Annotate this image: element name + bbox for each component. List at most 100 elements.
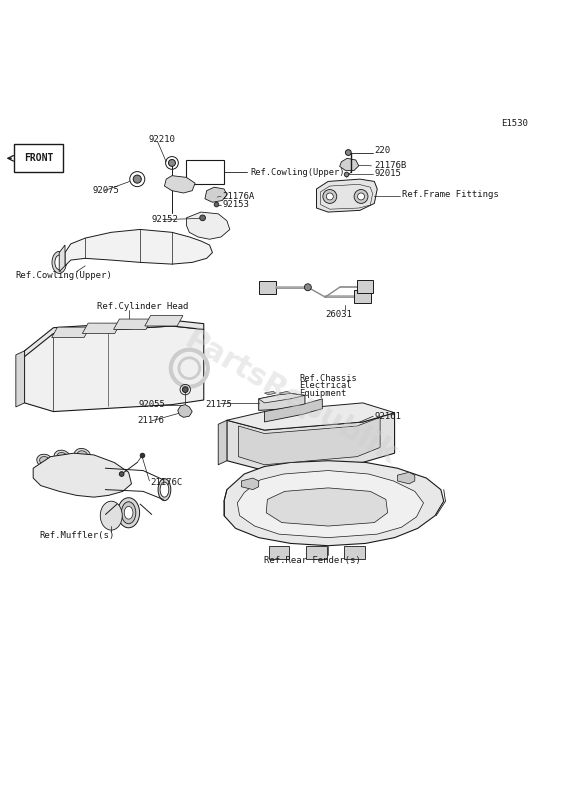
Ellipse shape: [74, 449, 90, 462]
Polygon shape: [227, 413, 394, 470]
Ellipse shape: [94, 361, 115, 378]
Text: Ref.Cylinder Head: Ref.Cylinder Head: [97, 302, 188, 311]
Ellipse shape: [211, 191, 222, 198]
Polygon shape: [237, 470, 424, 538]
Polygon shape: [218, 420, 227, 465]
Ellipse shape: [167, 352, 189, 370]
Ellipse shape: [124, 506, 133, 519]
Ellipse shape: [130, 357, 152, 374]
Circle shape: [119, 472, 124, 476]
Text: 21176A: 21176A: [223, 192, 254, 201]
Ellipse shape: [57, 453, 67, 461]
Text: 92161: 92161: [374, 412, 401, 421]
Ellipse shape: [295, 432, 309, 442]
Circle shape: [346, 150, 351, 155]
Ellipse shape: [117, 498, 139, 528]
Bar: [14, 145, 63, 172]
Ellipse shape: [77, 450, 88, 459]
Circle shape: [168, 159, 175, 166]
Circle shape: [354, 190, 368, 203]
Text: FRONT: FRONT: [24, 154, 53, 163]
Polygon shape: [340, 158, 358, 170]
Text: Equipment: Equipment: [299, 389, 346, 398]
Ellipse shape: [57, 366, 79, 382]
Text: 220: 220: [374, 146, 390, 154]
Polygon shape: [83, 323, 120, 334]
Text: Ref.Rear Fender(s): Ref.Rear Fender(s): [264, 556, 361, 566]
Polygon shape: [259, 393, 305, 410]
Text: Ref.Cowling(Upper): Ref.Cowling(Upper): [250, 168, 345, 177]
Text: Electrical: Electrical: [299, 381, 352, 390]
Circle shape: [357, 193, 364, 200]
Ellipse shape: [62, 369, 74, 379]
Bar: [360, 283, 370, 290]
Polygon shape: [259, 282, 276, 294]
Circle shape: [323, 190, 337, 203]
Ellipse shape: [52, 251, 66, 274]
Text: 92075: 92075: [93, 186, 120, 195]
Polygon shape: [259, 393, 305, 403]
Polygon shape: [145, 315, 183, 326]
Text: Ref.Frame Fittings: Ref.Frame Fittings: [401, 190, 498, 199]
Ellipse shape: [55, 255, 63, 270]
Circle shape: [345, 172, 349, 177]
Polygon shape: [397, 472, 415, 484]
Circle shape: [304, 284, 311, 290]
Text: 21176C: 21176C: [150, 478, 183, 486]
Ellipse shape: [40, 457, 50, 465]
Ellipse shape: [53, 362, 83, 386]
Ellipse shape: [89, 357, 119, 382]
Polygon shape: [187, 212, 230, 239]
Ellipse shape: [98, 364, 110, 374]
Ellipse shape: [341, 426, 356, 437]
Polygon shape: [306, 546, 327, 559]
Polygon shape: [279, 391, 290, 394]
Polygon shape: [344, 546, 364, 559]
Polygon shape: [264, 399, 322, 422]
Polygon shape: [354, 290, 371, 303]
Text: Ref.Chassis: Ref.Chassis: [299, 374, 357, 382]
Text: 92055: 92055: [138, 400, 166, 409]
Polygon shape: [113, 319, 152, 330]
Text: 26031: 26031: [325, 310, 352, 319]
Polygon shape: [317, 179, 377, 212]
Ellipse shape: [163, 349, 193, 373]
Ellipse shape: [249, 438, 263, 449]
Polygon shape: [164, 176, 195, 193]
Circle shape: [327, 193, 333, 200]
Text: 92153: 92153: [223, 200, 249, 209]
Ellipse shape: [172, 355, 185, 366]
Text: 92152: 92152: [152, 215, 178, 224]
Text: 21175: 21175: [205, 400, 232, 409]
Polygon shape: [52, 327, 90, 338]
Polygon shape: [268, 546, 289, 559]
Polygon shape: [224, 461, 444, 546]
Polygon shape: [65, 230, 213, 266]
Text: 21176: 21176: [137, 416, 164, 426]
Polygon shape: [264, 391, 276, 394]
Ellipse shape: [160, 482, 169, 497]
Bar: [187, 160, 224, 184]
Text: Ref.Cowling(Upper): Ref.Cowling(Upper): [16, 271, 113, 280]
Text: 92210: 92210: [149, 135, 175, 144]
Ellipse shape: [135, 360, 148, 370]
Ellipse shape: [158, 478, 171, 501]
Polygon shape: [33, 453, 131, 497]
Circle shape: [182, 386, 188, 393]
Polygon shape: [241, 478, 259, 490]
Text: 21176B: 21176B: [374, 162, 407, 170]
Text: Ref.Muffler(s): Ref.Muffler(s): [39, 531, 114, 540]
Ellipse shape: [121, 502, 136, 524]
Bar: [357, 293, 368, 300]
Circle shape: [140, 453, 145, 458]
Polygon shape: [178, 405, 192, 418]
Circle shape: [200, 215, 206, 221]
Polygon shape: [59, 245, 65, 272]
Circle shape: [214, 202, 219, 207]
Circle shape: [133, 175, 141, 183]
Polygon shape: [238, 418, 380, 465]
Bar: [261, 284, 273, 291]
Polygon shape: [24, 326, 204, 411]
Polygon shape: [24, 320, 204, 357]
Ellipse shape: [37, 454, 53, 467]
